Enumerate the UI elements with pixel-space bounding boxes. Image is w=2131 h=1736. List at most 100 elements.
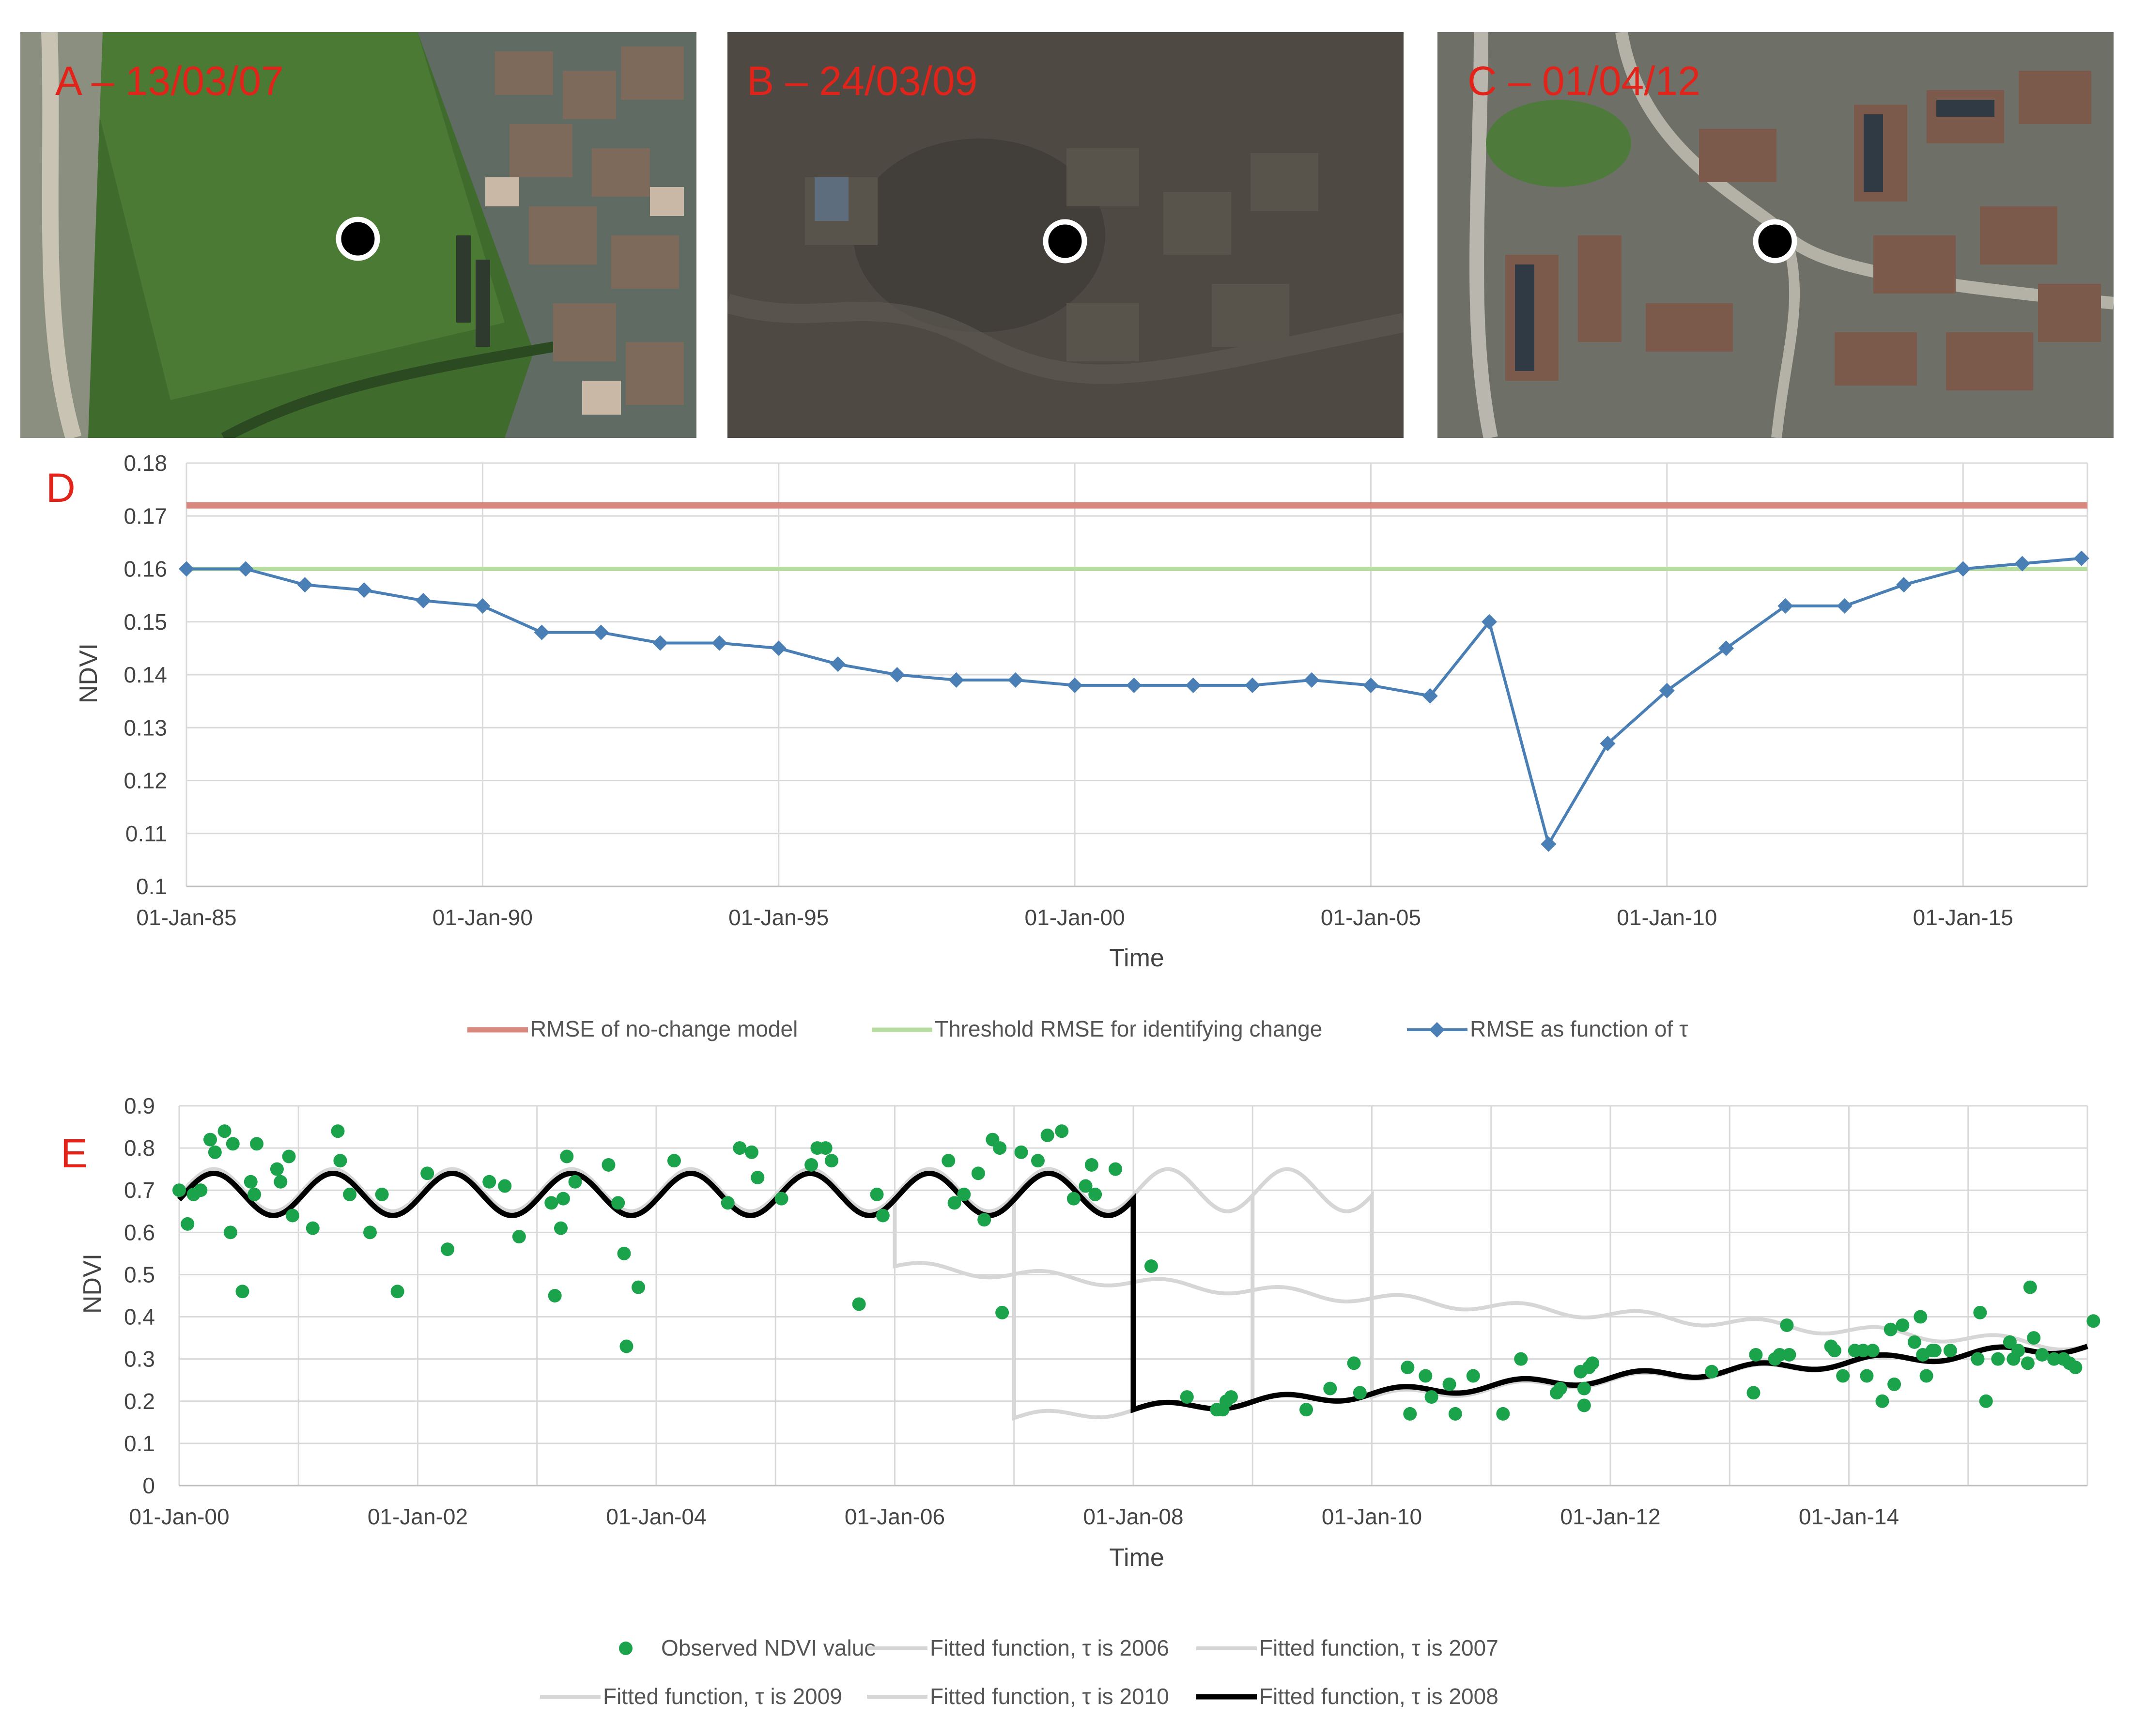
observed-ndvi-point bbox=[1353, 1386, 1367, 1400]
legend-label-observed: Observed NDVI value bbox=[661, 1635, 877, 1660]
observed-ndvi-point bbox=[1577, 1398, 1591, 1412]
observed-ndvi-point bbox=[331, 1124, 345, 1138]
observed-ndvi-point bbox=[1860, 1369, 1874, 1383]
chart-e-y-tick-label: 0.3 bbox=[124, 1347, 155, 1372]
observed-ndvi-point bbox=[1442, 1377, 1456, 1391]
chart-d-rmse-line bbox=[186, 557, 2082, 848]
legend-label-fit-2009: Fitted function, τ is 2009 bbox=[603, 1684, 842, 1709]
observed-ndvi-point bbox=[1079, 1179, 1093, 1193]
observed-ndvi-point bbox=[2011, 1344, 2025, 1358]
observed-ndvi-point bbox=[1055, 1124, 1069, 1138]
chart-d-rmse-point bbox=[1600, 736, 1616, 752]
chart-d-rmse-point bbox=[889, 667, 905, 682]
observed-ndvi-point bbox=[1424, 1390, 1438, 1404]
observed-ndvi-point bbox=[1919, 1369, 1933, 1383]
observed-ndvi-point bbox=[274, 1175, 288, 1189]
observed-ndvi-point bbox=[441, 1242, 455, 1256]
observed-ndvi-point bbox=[1836, 1369, 1850, 1383]
chart-e-fitted-functions bbox=[177, 1167, 2088, 1421]
observed-ndvi-point bbox=[1907, 1335, 1921, 1349]
chart-d-rmse-point bbox=[1896, 577, 1912, 593]
chart-d-rmse-point bbox=[1955, 561, 1971, 577]
observed-ndvi-point bbox=[745, 1145, 758, 1159]
observed-ndvi-point bbox=[2086, 1314, 2100, 1328]
observed-ndvi-point bbox=[1746, 1386, 1760, 1400]
observed-ndvi-point bbox=[223, 1225, 237, 1240]
observed-ndvi-point bbox=[556, 1192, 570, 1206]
observed-ndvi-point bbox=[818, 1141, 833, 1155]
observed-ndvi-point bbox=[611, 1196, 625, 1210]
observed-ndvi-point bbox=[554, 1221, 568, 1235]
chart-e-y-tick-label: 0.6 bbox=[124, 1220, 155, 1245]
observed-ndvi-point bbox=[1875, 1394, 1889, 1408]
chart-d-x-tick-label: 01-Jan-05 bbox=[1321, 905, 1421, 930]
observed-ndvi-point bbox=[1971, 1352, 1985, 1366]
observed-ndvi-point bbox=[172, 1183, 186, 1197]
observed-ndvi-point bbox=[226, 1137, 240, 1151]
observed-ndvi-point bbox=[876, 1209, 890, 1223]
chart-d-rmse-point bbox=[1482, 614, 1498, 630]
observed-ndvi-point bbox=[1088, 1187, 1102, 1201]
chart-d-rmse-point bbox=[534, 624, 550, 640]
observed-ndvi-point bbox=[544, 1196, 558, 1210]
chart-d-y-tick-label: 0.16 bbox=[124, 557, 167, 582]
observed-ndvi-point bbox=[2069, 1361, 2083, 1375]
chart-d-rmse-point bbox=[1304, 672, 1320, 688]
legend-label-rmse: RMSE as function of τ bbox=[1470, 1016, 1688, 1041]
observed-ndvi-point bbox=[1914, 1310, 1928, 1324]
photo-panel-b: B – 24/03/09 bbox=[727, 32, 1404, 438]
chart-d-y-tick-label: 0.17 bbox=[124, 503, 167, 528]
chart-d-x-tick-label: 01-Jan-90 bbox=[432, 905, 533, 930]
observed-ndvi-point bbox=[1299, 1403, 1313, 1417]
observed-ndvi-point bbox=[721, 1196, 735, 1210]
location-marker-b bbox=[1043, 219, 1087, 264]
chart-d-x-tick-label: 01-Jan-95 bbox=[728, 905, 829, 930]
chart-e-y-tick-label: 0.8 bbox=[124, 1135, 155, 1161]
observed-ndvi-point bbox=[420, 1166, 434, 1180]
observed-ndvi-point bbox=[1014, 1145, 1028, 1159]
chart-e-x-tick-label: 01-Jan-12 bbox=[1560, 1504, 1660, 1529]
chart-d-rmse-point bbox=[238, 561, 254, 577]
chart-d-rmse-point bbox=[1659, 682, 1675, 698]
observed-ndvi-point bbox=[2047, 1352, 2061, 1366]
chart-e-y-tick-label: 0.5 bbox=[124, 1262, 155, 1287]
chart-d-y-tick-label: 0.15 bbox=[124, 609, 167, 635]
chart-e-x-tick-label: 01-Jan-14 bbox=[1799, 1504, 1899, 1529]
observed-ndvi-point bbox=[733, 1141, 747, 1155]
chart-d-series bbox=[179, 502, 2089, 852]
observed-ndvi-point bbox=[971, 1166, 985, 1180]
observed-ndvi-point bbox=[181, 1217, 195, 1231]
chart-e-y-tick-label: 0.9 bbox=[124, 1093, 155, 1118]
chart-d-y-ticks: 0.1 0.11 0.12 0.13 0.14 0.15 0.16 0.17 0.18 bbox=[124, 450, 167, 899]
chart-d-rmse-point bbox=[2073, 550, 2089, 566]
observed-ndvi-point bbox=[1586, 1356, 1600, 1370]
observed-ndvi-point bbox=[244, 1175, 258, 1189]
observed-ndvi-point bbox=[1943, 1344, 1957, 1358]
observed-ndvi-point bbox=[306, 1221, 320, 1235]
chart-e-x-tick-label: 01-Jan-06 bbox=[845, 1504, 945, 1529]
observed-ndvi-point bbox=[1856, 1344, 1870, 1358]
observed-ndvi-point bbox=[390, 1285, 404, 1299]
observed-ndvi-point bbox=[2027, 1331, 2041, 1345]
observed-ndvi-point bbox=[1323, 1381, 1337, 1395]
chart-d-legend: RMSE of no-change model Threshold RMSE fo… bbox=[467, 1016, 1688, 1041]
observed-ndvi-point bbox=[1991, 1352, 2005, 1366]
observed-ndvi-point bbox=[1866, 1344, 1880, 1358]
chart-e-y-tick-label: 0.4 bbox=[124, 1304, 155, 1330]
observed-ndvi-point bbox=[1780, 1318, 1794, 1332]
chart-d-x-tick-label: 01-Jan-00 bbox=[1025, 905, 1125, 930]
observed-ndvi-point bbox=[667, 1154, 681, 1168]
observed-ndvi-point bbox=[1896, 1318, 1910, 1332]
chart-d-y-tick-label: 0.11 bbox=[125, 821, 167, 846]
observed-ndvi-point bbox=[942, 1154, 956, 1168]
observed-ndvi-point bbox=[498, 1179, 512, 1193]
chart-e-x-tick-label: 01-Jan-10 bbox=[1322, 1504, 1422, 1529]
observed-ndvi-point bbox=[1401, 1361, 1415, 1375]
chart-d: D 0.1 0.11 0.12 0.13 0.14 0.15 0.16 0.17 0.18 01… bbox=[46, 450, 2089, 1041]
observed-ndvi-point bbox=[995, 1305, 1009, 1319]
chart-d-rmse-point bbox=[1718, 640, 1734, 656]
observed-ndvi-point bbox=[2021, 1356, 2035, 1370]
observed-ndvi-point bbox=[1419, 1369, 1433, 1383]
chart-d-rmse-point bbox=[475, 598, 491, 614]
observed-ndvi-point bbox=[343, 1187, 357, 1201]
